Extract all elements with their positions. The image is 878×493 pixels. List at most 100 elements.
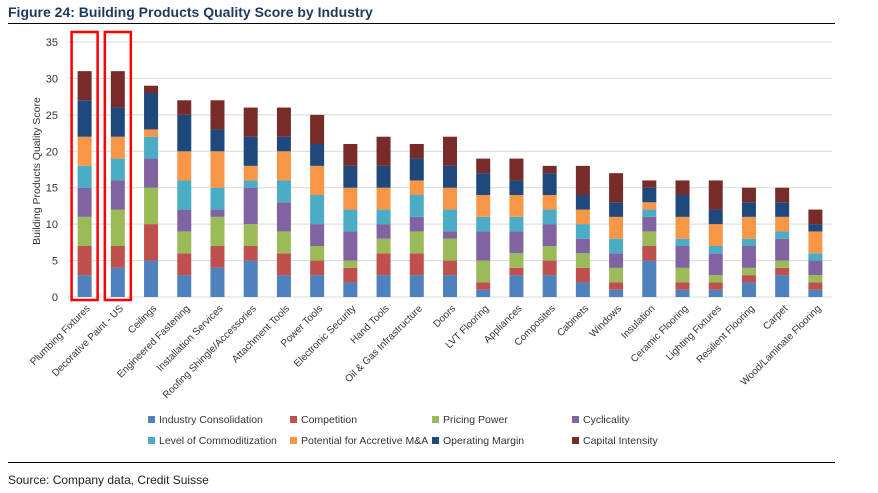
bar-segment <box>243 187 258 225</box>
highlight-box <box>70 30 99 302</box>
bar-segment <box>509 253 524 268</box>
bar-segment <box>741 187 756 203</box>
bar-segment <box>708 289 723 297</box>
bar-stack <box>376 136 391 297</box>
bar-segment <box>409 231 424 254</box>
title-divider <box>8 23 835 24</box>
bar-segment <box>376 224 391 239</box>
bar-segment <box>542 173 557 195</box>
bar-segment <box>575 209 590 225</box>
bar-segment <box>708 180 723 210</box>
bar-segment <box>276 151 291 181</box>
bar-segment <box>476 231 491 261</box>
bar-segment <box>110 107 125 137</box>
bar-segment <box>708 282 723 290</box>
stacked-bar-chart: 0 5 10 15 20 25 30 35 Plumbing FixturesDecorati… <box>28 30 832 447</box>
bar-segment <box>210 129 225 152</box>
bar-segment <box>609 267 624 283</box>
bar-segment <box>144 93 159 130</box>
bar-segment <box>808 282 823 290</box>
y-tick-label: 30 <box>46 73 58 85</box>
y-tick-label: 5 <box>52 256 58 268</box>
bar-segment <box>110 71 125 108</box>
bar-stack <box>243 107 258 297</box>
bar-stack <box>144 85 159 297</box>
bar-segment <box>808 224 823 232</box>
bar-segment <box>443 165 457 188</box>
bar-segment <box>642 216 657 232</box>
bar-segment <box>443 209 457 232</box>
bar-segment <box>243 107 258 137</box>
bar-stack <box>443 136 457 297</box>
bar-segment <box>276 136 291 152</box>
bar-segment <box>110 267 125 297</box>
bar-segment <box>708 253 723 276</box>
bar-segment <box>741 267 756 276</box>
bar-segment <box>343 187 358 210</box>
bar-segment <box>675 180 690 195</box>
x-tick-label: Resilient Flooring <box>695 303 757 365</box>
bar-segment <box>708 209 723 225</box>
legend-label: Potential for Accretive M&A <box>301 435 428 447</box>
bar-segment <box>808 260 823 276</box>
bar-segment <box>609 202 624 217</box>
bar-segment <box>110 180 125 210</box>
bar-segment <box>675 246 690 268</box>
bar-stack <box>509 158 524 297</box>
bar-segment <box>243 260 258 297</box>
bar-segment <box>110 209 125 246</box>
bar-stack <box>210 100 225 297</box>
bar-segment <box>376 165 391 188</box>
bar-segment <box>210 100 225 130</box>
bar-segment <box>443 275 457 297</box>
bar-segment <box>144 85 159 93</box>
bar-segment <box>77 165 92 188</box>
bar-segment <box>509 158 524 181</box>
legend-swatch <box>432 416 439 423</box>
bar-segment <box>609 282 624 290</box>
bar-segment <box>310 144 325 166</box>
bar-segment <box>376 275 391 297</box>
bar-segment <box>642 246 657 261</box>
bar-segment <box>741 202 756 217</box>
bar-segment <box>808 253 823 261</box>
bar-segment <box>675 195 690 217</box>
bar-segment <box>210 267 225 297</box>
bar-segment <box>376 187 391 210</box>
bar-segment <box>775 202 790 217</box>
bar-segment <box>509 216 524 232</box>
bar-segment <box>276 180 291 203</box>
legend-item: Pricing Power <box>432 414 508 426</box>
bar-segment <box>642 231 657 246</box>
bar-segment <box>642 202 657 210</box>
bar-segment <box>144 136 159 159</box>
bar-segment <box>509 195 524 217</box>
bar-segment <box>243 224 258 246</box>
bar-stack <box>276 107 291 297</box>
bar-segment <box>675 238 690 246</box>
bar-segment <box>343 231 358 261</box>
bar-segment <box>476 173 491 195</box>
bar-segment <box>443 231 457 239</box>
bar-segment <box>110 246 125 268</box>
bar-segment <box>609 253 624 268</box>
highlight-box <box>103 30 133 302</box>
bar-segment <box>409 253 424 276</box>
legend: Industry Consolidation Competition Pricing… <box>148 414 658 447</box>
bar-segment <box>409 216 424 232</box>
x-tick-label: Electronic Security <box>292 303 358 369</box>
bar-segment <box>376 253 391 276</box>
bar-segment <box>409 158 424 181</box>
legend-item: Level of Commoditization <box>148 435 277 447</box>
bar-segment <box>243 165 258 181</box>
bar-segment <box>77 275 92 297</box>
highlight-boxes <box>70 30 133 302</box>
bar-stack <box>575 165 590 297</box>
bar-segment <box>177 209 192 232</box>
bar-stack <box>775 187 790 297</box>
x-tick-label: Ceilings <box>126 303 159 336</box>
bar-segment <box>542 224 557 246</box>
bar-segment <box>741 246 756 268</box>
bar-segment <box>77 187 92 217</box>
bar-segment <box>476 158 491 174</box>
